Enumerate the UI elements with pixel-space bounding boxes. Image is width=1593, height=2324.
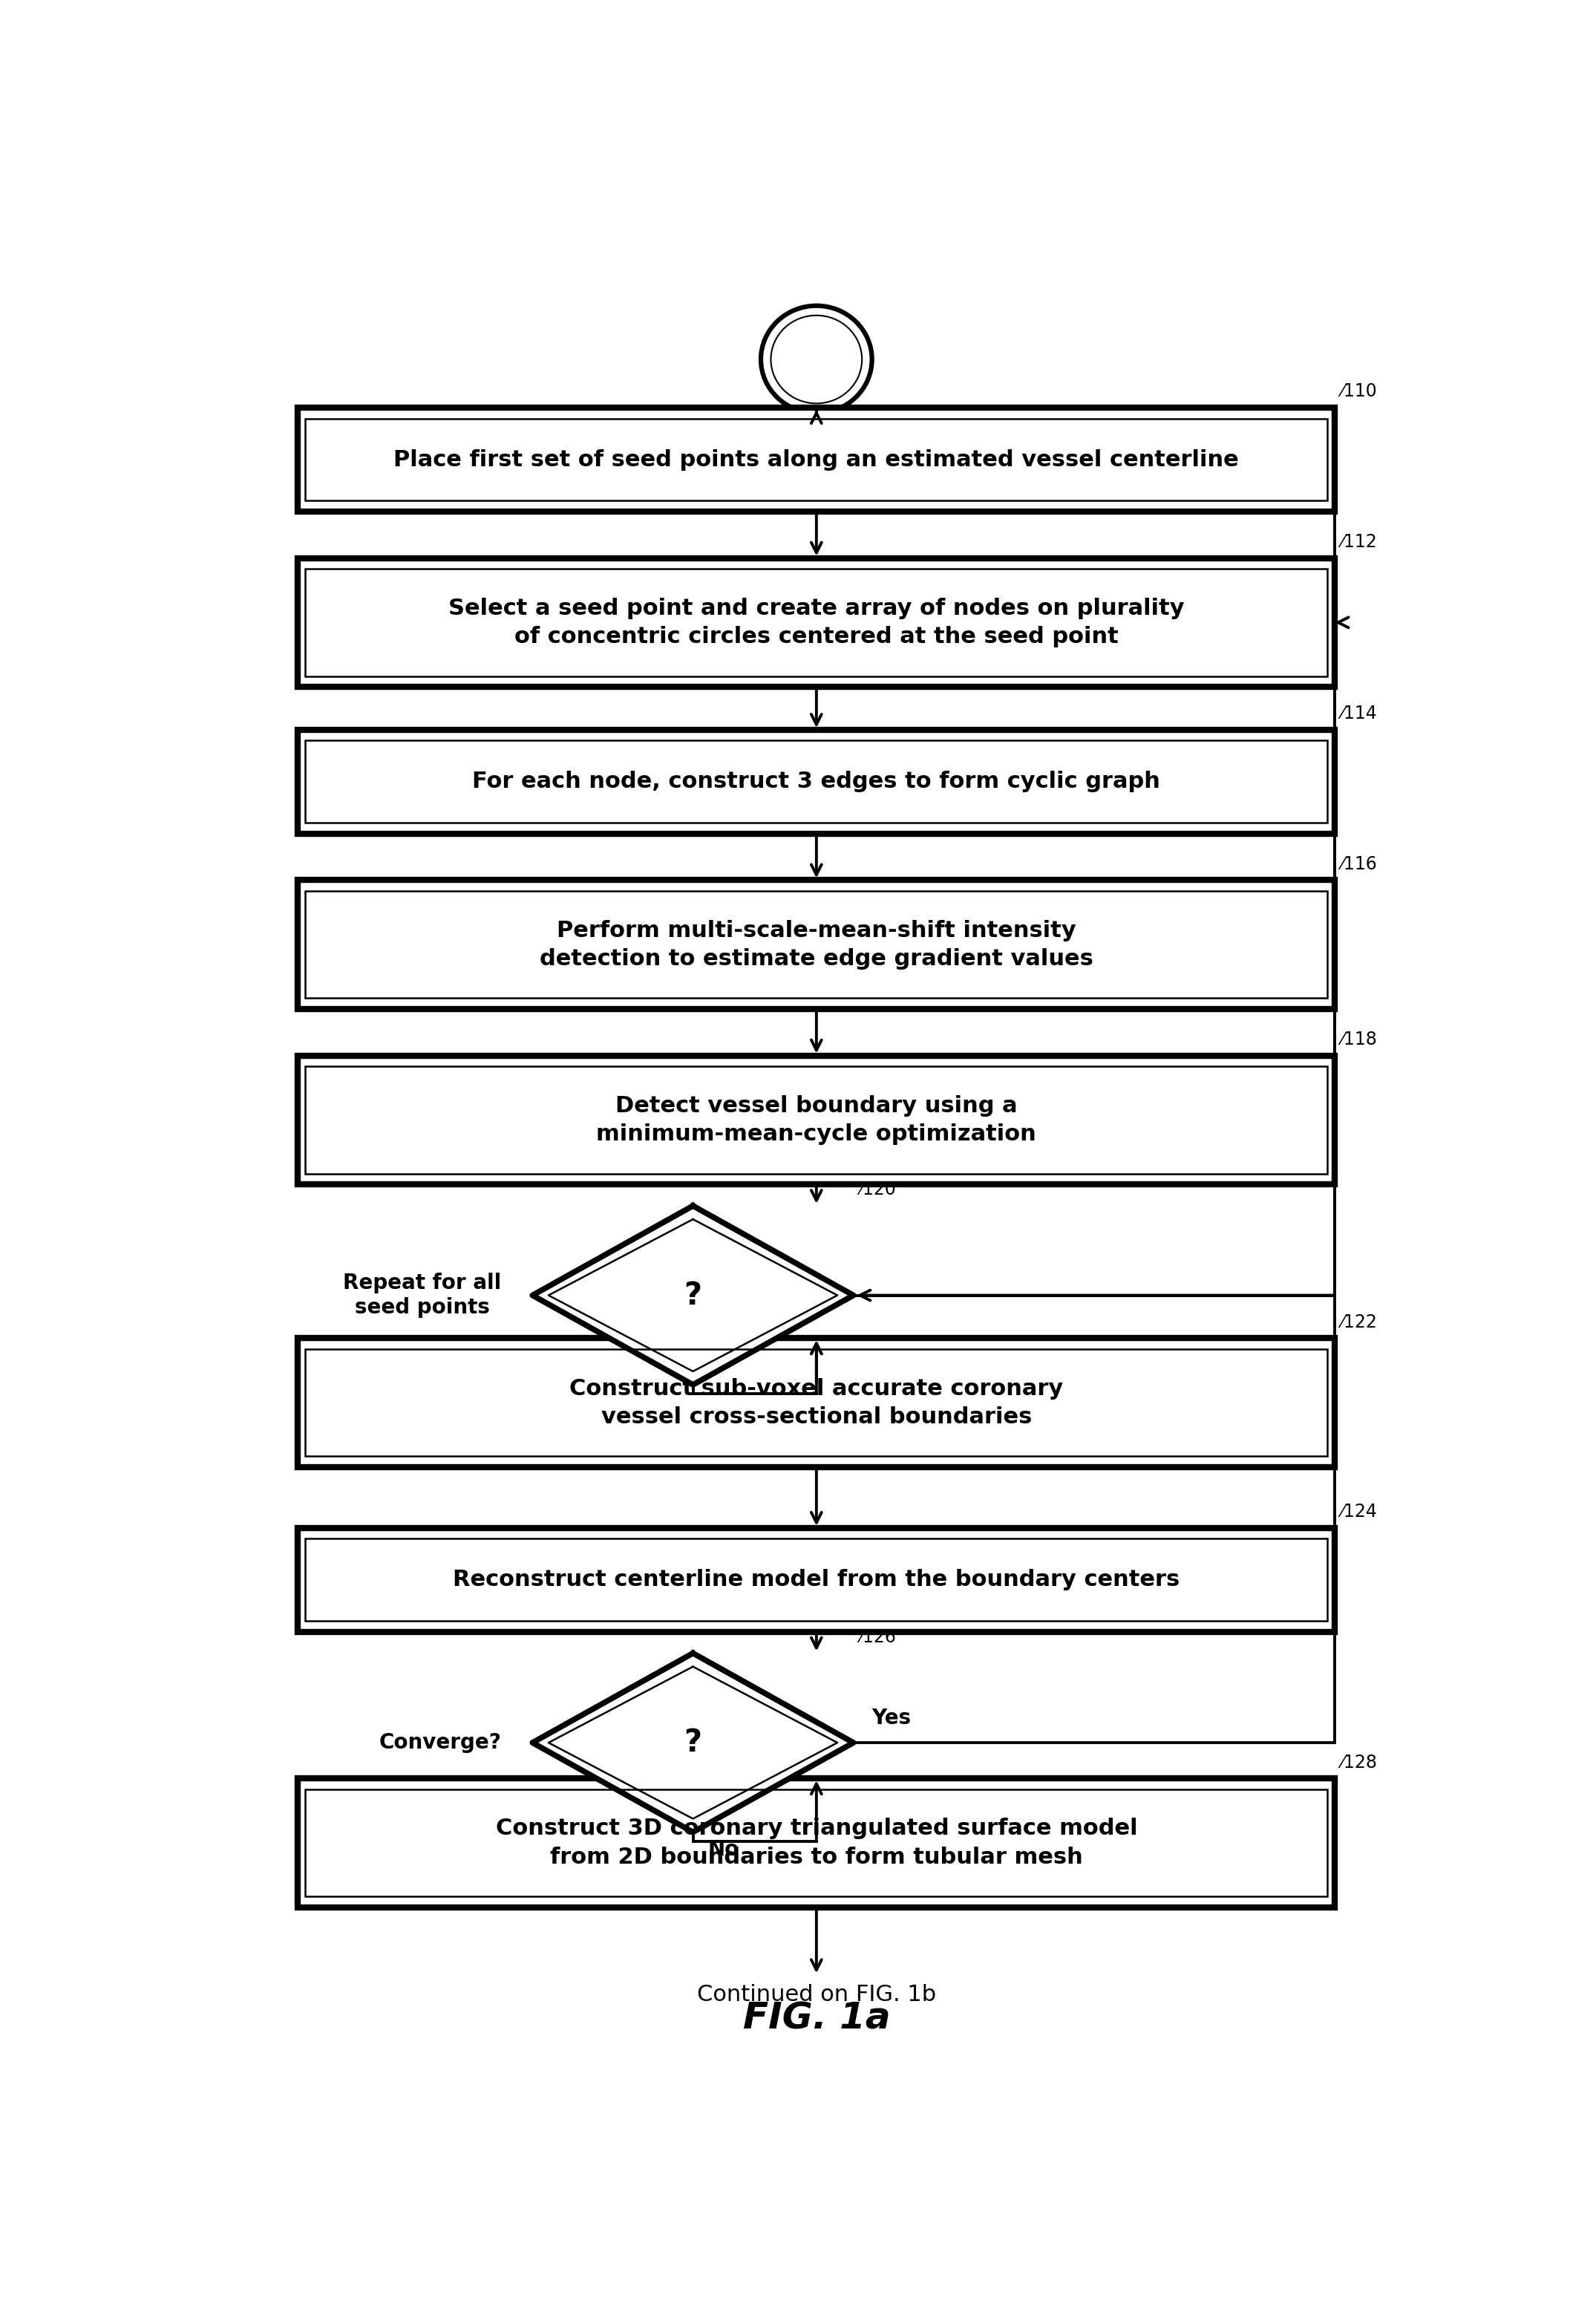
Bar [298, 558, 1335, 688]
Bar [306, 1538, 1327, 1622]
Text: ⁄128: ⁄128 [1341, 1755, 1378, 1771]
Bar [306, 569, 1327, 676]
Text: FIG. 1a: FIG. 1a [742, 2001, 890, 2036]
Text: For each node, construct 3 edges to form cyclic graph: For each node, construct 3 edges to form… [473, 772, 1160, 792]
Text: Continued on FIG. 1b: Continued on FIG. 1b [696, 1985, 937, 2006]
Text: Place first set of seed points along an estimated vessel centerline: Place first set of seed points along an … [393, 449, 1239, 469]
Bar [298, 407, 1335, 511]
Bar [306, 1789, 1327, 1896]
Text: ⁄118: ⁄118 [1341, 1030, 1378, 1048]
Text: ?: ? [683, 1281, 703, 1311]
Bar [306, 1067, 1327, 1174]
Ellipse shape [761, 307, 871, 414]
Bar [298, 1339, 1335, 1466]
Text: ⁄114: ⁄114 [1341, 704, 1378, 723]
Text: Perform multi-scale-mean-shift intensity
detection to estimate edge gradient val: Perform multi-scale-mean-shift intensity… [540, 920, 1093, 969]
Text: Construct 3D coronary triangulated surface model
from 2D boundaries to form tubu: Construct 3D coronary triangulated surfa… [495, 1817, 1137, 1868]
Text: ⁄112: ⁄112 [1341, 532, 1378, 551]
Text: Construct sub-voxel accurate coronary
vessel cross-sectional boundaries: Construct sub-voxel accurate coronary ve… [570, 1378, 1063, 1427]
Text: ⁄122: ⁄122 [1341, 1313, 1378, 1332]
Text: Detect vessel boundary using a
minimum-mean-cycle optimization: Detect vessel boundary using a minimum-m… [596, 1095, 1037, 1146]
Polygon shape [532, 1206, 854, 1385]
Bar [298, 1055, 1335, 1185]
Text: Yes: Yes [871, 1708, 911, 1729]
Text: No: No [707, 1838, 739, 1859]
Text: ⁄120: ⁄120 [860, 1181, 895, 1199]
Text: Converge?: Converge? [379, 1731, 502, 1752]
Text: ⁄116: ⁄116 [1341, 855, 1378, 874]
Text: ?: ? [683, 1727, 703, 1759]
Bar [298, 881, 1335, 1009]
Text: ⁄110: ⁄110 [1341, 383, 1378, 400]
Text: Select a seed point and create array of nodes on plurality
of concentric circles: Select a seed point and create array of … [448, 597, 1185, 648]
Bar [306, 1348, 1327, 1457]
Bar [306, 741, 1327, 823]
Bar [306, 890, 1327, 999]
Ellipse shape [771, 316, 862, 404]
Bar [298, 1527, 1335, 1631]
Text: Repeat for all
seed points: Repeat for all seed points [344, 1274, 502, 1318]
Bar [306, 418, 1327, 500]
Bar [298, 1778, 1335, 1908]
Text: ⁄124: ⁄124 [1341, 1504, 1378, 1520]
Bar [298, 730, 1335, 834]
Polygon shape [532, 1652, 854, 1831]
Text: Reconstruct centerline model from the boundary centers: Reconstruct centerline model from the bo… [452, 1569, 1180, 1590]
Text: ⁄126: ⁄126 [860, 1629, 895, 1645]
